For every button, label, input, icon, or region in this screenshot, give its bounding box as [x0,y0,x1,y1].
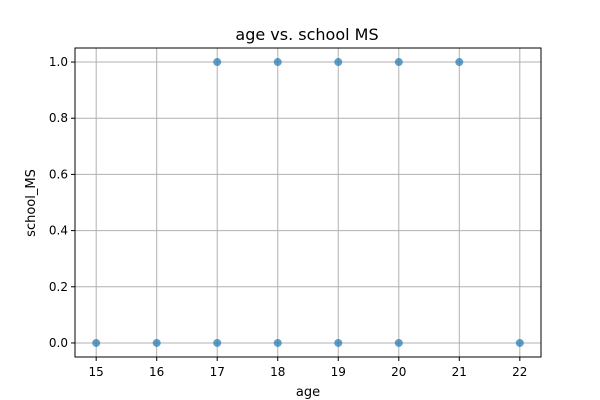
data-points [92,58,524,347]
y-tick-label: 0.4 [49,224,68,238]
x-tick-label: 16 [149,365,164,379]
scatter-point [152,338,161,347]
y-tick-label: 0.6 [49,167,68,181]
x-tick-label: 20 [391,365,406,379]
x-tick-label: 22 [512,365,527,379]
chart-title: age vs. school MS [235,25,378,44]
scatter-point [213,338,222,347]
x-tick-label: 18 [270,365,285,379]
y-tick-label: 1.0 [49,55,68,69]
y-tick-label: 0.8 [49,111,68,125]
scatter-point [334,338,343,347]
x-tick-label: 21 [452,365,467,379]
x-axis-label: age [296,385,320,400]
x-tick-label: 17 [210,365,225,379]
y-tick-label: 0.0 [49,336,68,350]
axis-ticks: 15 16 17 18 19 20 21 22 0.0 0.2 0.4 0.6 0.8 1.0 [49,55,528,379]
y-tick-label: 0.2 [49,280,68,294]
scatter-point [334,58,343,67]
scatter-point [273,338,282,347]
grid-lines [75,48,541,357]
plot-frame [74,47,542,358]
x-tick-label: 19 [331,365,346,379]
scatter-point [213,58,222,67]
scatter-point [394,58,403,67]
scatter-point [92,338,101,347]
y-axis-label: school_MS [24,169,39,237]
scatter-point [273,58,282,67]
scatter-point [394,338,403,347]
scatter-point [455,58,464,67]
x-tick-label: 15 [89,365,104,379]
scatter-point [515,338,524,347]
